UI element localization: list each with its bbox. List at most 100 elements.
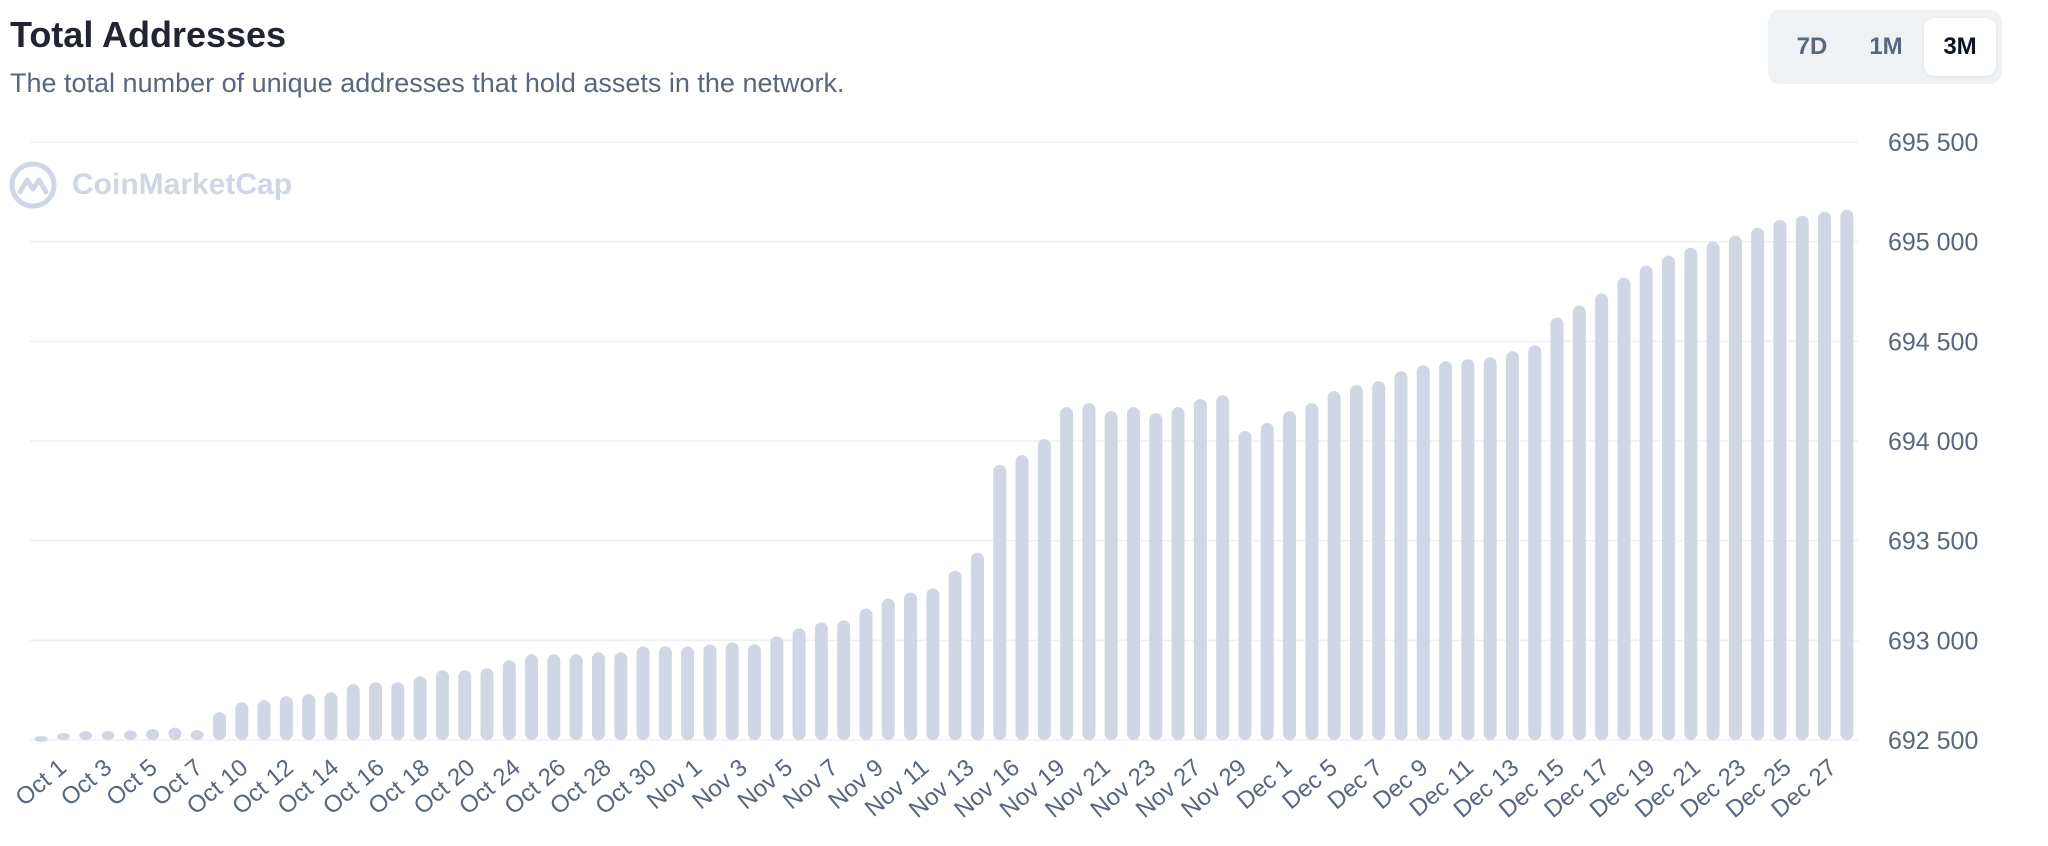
- bar: [1327, 391, 1341, 740]
- bar: [1104, 411, 1118, 740]
- range-7d-button[interactable]: 7D: [1776, 18, 1848, 76]
- bar: [748, 644, 762, 740]
- bar: [346, 684, 360, 740]
- bar: [1483, 357, 1497, 740]
- bar: [1260, 423, 1274, 740]
- bar: [1149, 413, 1163, 740]
- bar: [56, 733, 70, 740]
- bar: [1305, 403, 1319, 740]
- bar: [1595, 293, 1609, 740]
- bar: [1283, 411, 1297, 740]
- bar: [1193, 399, 1207, 740]
- watermark-text: CoinMarketCap: [72, 168, 293, 201]
- bar: [1015, 454, 1029, 740]
- bar: [614, 652, 628, 740]
- bar: [1171, 407, 1185, 740]
- bar: [1840, 209, 1854, 741]
- bar: [458, 670, 472, 740]
- bar: [1126, 407, 1140, 740]
- y-tick-label: 694 000: [1888, 428, 1978, 456]
- bar: [369, 682, 383, 740]
- bar: [34, 736, 48, 743]
- bar: [168, 727, 182, 740]
- bar: [1572, 305, 1586, 740]
- bar: [859, 608, 873, 740]
- bar: [1751, 227, 1765, 741]
- bar: [970, 552, 984, 740]
- bar: [1773, 219, 1787, 741]
- bar: [1416, 365, 1430, 740]
- bar: [212, 712, 226, 740]
- y-tick-label: 692 500: [1888, 727, 1978, 755]
- x-tick-label: Oct 3: [56, 754, 117, 812]
- watermark: CoinMarketCap: [8, 160, 292, 210]
- bar: [569, 654, 583, 740]
- bar: [881, 598, 895, 740]
- bar: [1394, 371, 1408, 740]
- bar: [123, 730, 137, 740]
- bar: [1461, 359, 1475, 740]
- bar: [814, 622, 828, 740]
- range-3m-button[interactable]: 3M: [1924, 18, 1996, 76]
- bar: [235, 702, 249, 740]
- y-tick-label: 693 500: [1888, 528, 1978, 556]
- bar: [770, 636, 784, 740]
- bar: [948, 570, 962, 740]
- bar: [190, 730, 204, 740]
- bar: [904, 592, 918, 740]
- bar: [391, 682, 405, 740]
- bar: [1082, 403, 1096, 740]
- bar: [725, 642, 739, 740]
- bar: [1349, 385, 1363, 740]
- x-tick-label: Oct 1: [11, 754, 72, 812]
- bar: [1617, 277, 1631, 740]
- bar: [279, 696, 293, 740]
- bar: [591, 652, 605, 740]
- x-tick-label: Oct 5: [101, 754, 162, 812]
- y-tick-label: 693 000: [1888, 627, 1978, 655]
- bar: [1037, 439, 1051, 740]
- bar: [658, 646, 672, 740]
- bar: [525, 654, 539, 740]
- coinmarketcap-logo-icon: [9, 161, 57, 209]
- bar: [480, 668, 494, 740]
- bar: [1505, 351, 1519, 740]
- bar: [681, 646, 695, 740]
- page-title: Total Addresses: [10, 14, 287, 55]
- page-subtitle: The total number of unique addresses tha…: [10, 68, 845, 98]
- bar: [302, 694, 316, 740]
- bar: [1528, 345, 1542, 740]
- bar: [324, 692, 338, 740]
- bar: [1795, 215, 1809, 741]
- bar: [435, 670, 449, 740]
- bar: [1439, 361, 1453, 740]
- bar: [1684, 247, 1698, 740]
- range-1m-button[interactable]: 1M: [1850, 18, 1922, 76]
- bar: [101, 731, 115, 740]
- bar: [703, 644, 717, 740]
- bar: [1706, 241, 1720, 740]
- bar: [146, 729, 160, 740]
- bar: [1238, 431, 1252, 740]
- bar: [257, 700, 271, 740]
- bar: [79, 731, 93, 740]
- bars-layer: [34, 209, 1854, 743]
- bar: [1728, 235, 1742, 741]
- bar: [792, 628, 806, 740]
- bar: [1662, 255, 1676, 740]
- bar: [413, 676, 427, 740]
- y-tick-label: 695 500: [1888, 129, 1978, 157]
- bar: [837, 620, 851, 740]
- bar: [993, 464, 1007, 740]
- y-tick-label: 694 500: [1888, 328, 1978, 356]
- bar: [1372, 381, 1386, 740]
- bar: [636, 646, 650, 740]
- bar: [1550, 317, 1564, 740]
- y-tick-label: 695 000: [1888, 229, 1978, 257]
- bar: [1060, 407, 1074, 740]
- time-range-selector: 7D 1M 3M: [1768, 10, 2002, 84]
- bar: [502, 660, 516, 740]
- bar: [1818, 211, 1832, 740]
